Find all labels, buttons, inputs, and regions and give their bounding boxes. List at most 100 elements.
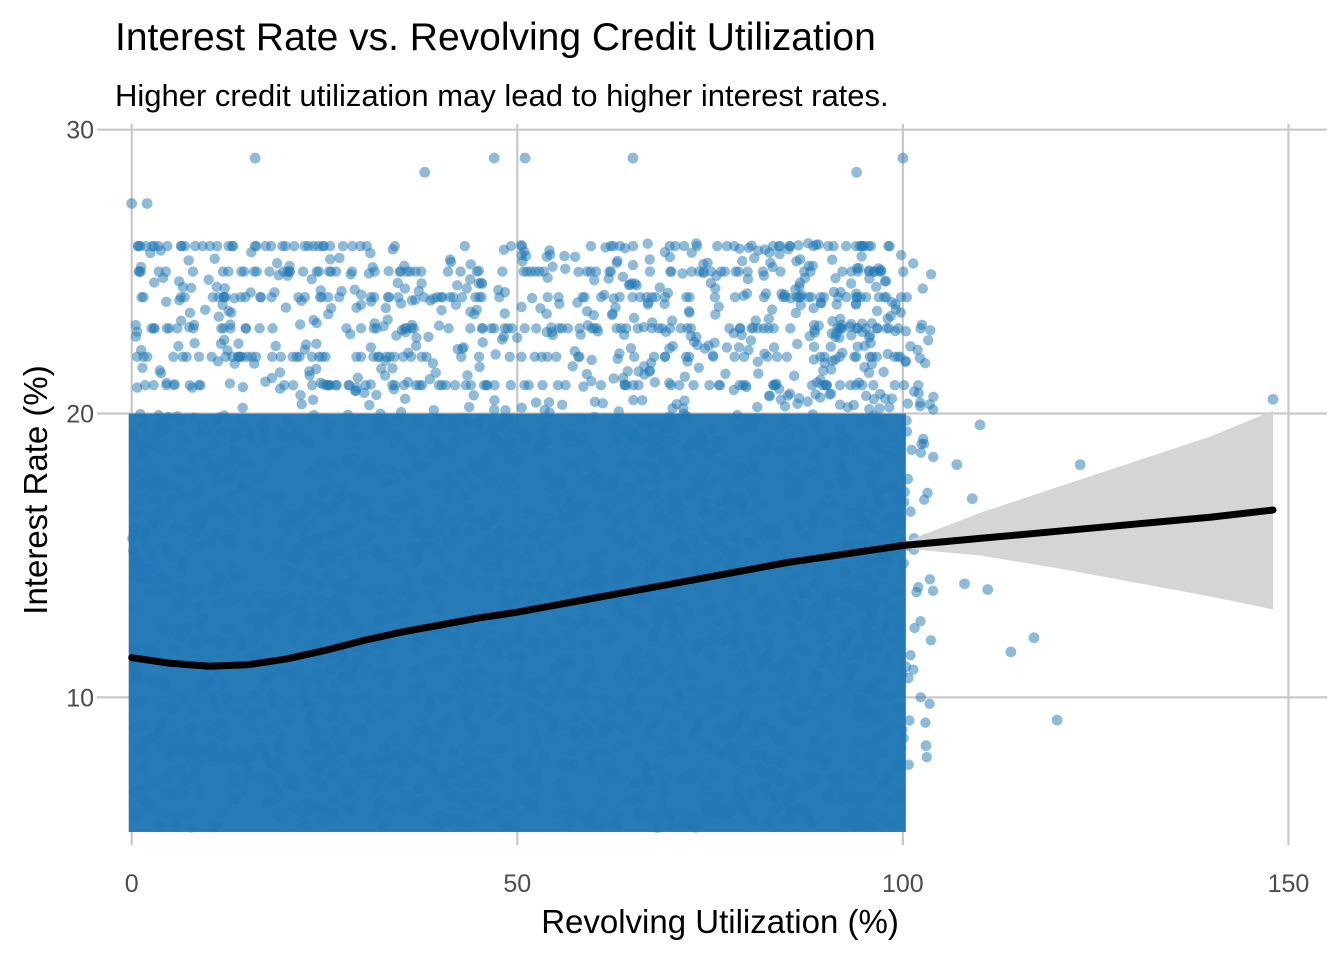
data-point — [470, 291, 481, 303]
data-point — [867, 629, 878, 640]
data-point — [372, 616, 384, 627]
data-point — [462, 754, 473, 765]
data-point — [249, 152, 261, 164]
data-point — [613, 534, 624, 545]
data-point — [882, 555, 894, 567]
data-point — [252, 500, 263, 512]
data-point — [847, 753, 859, 764]
data-point — [658, 781, 669, 792]
data-point — [132, 466, 144, 478]
data-point — [837, 642, 848, 654]
data-point — [837, 795, 848, 806]
data-point — [897, 152, 909, 164]
data-point — [509, 673, 520, 685]
data-point — [159, 714, 170, 726]
data-point — [545, 636, 556, 648]
data-point — [173, 340, 184, 352]
data-point — [854, 522, 865, 534]
data-point — [658, 789, 669, 800]
data-point — [346, 266, 358, 277]
data-point — [329, 501, 341, 513]
data-point — [837, 475, 849, 486]
data-point — [168, 642, 180, 654]
data-point — [654, 282, 666, 293]
data-point — [916, 319, 928, 331]
data-point — [710, 791, 722, 803]
data-point — [635, 660, 646, 672]
data-point — [558, 512, 569, 523]
data-point — [154, 443, 166, 454]
data-point — [197, 682, 208, 693]
data-point — [762, 437, 773, 448]
data-point — [826, 737, 838, 749]
data-point — [478, 792, 490, 804]
data-point — [327, 623, 339, 635]
data-point — [173, 276, 185, 287]
data-point — [763, 638, 774, 649]
data-point — [1074, 459, 1086, 471]
confidence-band — [131, 410, 1274, 668]
data-point — [456, 466, 468, 478]
data-point — [782, 390, 794, 401]
data-point — [630, 777, 641, 789]
data-point — [752, 401, 763, 413]
data-point — [626, 695, 637, 706]
data-point — [866, 770, 877, 781]
data-point — [507, 599, 519, 610]
data-point — [889, 431, 900, 442]
data-point — [552, 789, 563, 801]
data-point — [708, 351, 719, 362]
data-point — [505, 240, 517, 252]
data-point — [499, 308, 510, 319]
data-point — [358, 587, 370, 598]
data-point — [471, 756, 483, 767]
data-point — [726, 557, 737, 568]
data-point — [909, 622, 920, 634]
data-point — [398, 379, 410, 391]
data-point — [839, 701, 851, 712]
data-point — [889, 379, 900, 391]
data-point — [610, 302, 621, 313]
data-point — [489, 689, 501, 700]
data-point — [873, 642, 884, 654]
data-point — [725, 600, 736, 612]
data-point — [390, 750, 402, 761]
data-point — [834, 332, 845, 343]
data-point — [859, 362, 870, 373]
data-point — [656, 420, 667, 432]
data-point — [542, 291, 553, 303]
data-point — [631, 644, 643, 655]
data-point — [779, 708, 791, 720]
data-point — [326, 554, 337, 565]
data-point — [197, 240, 208, 252]
data-point — [261, 641, 272, 653]
data-point — [837, 266, 848, 277]
data-point — [442, 693, 453, 705]
data-point — [749, 252, 760, 264]
data-point — [821, 379, 832, 391]
data-point — [873, 291, 885, 303]
data-point — [666, 632, 678, 643]
data-point — [865, 240, 877, 252]
data-point — [667, 819, 679, 830]
data-point — [133, 497, 144, 508]
data-point — [383, 637, 394, 648]
data-point — [593, 743, 604, 755]
data-point — [260, 240, 271, 252]
data-point — [698, 483, 709, 494]
data-point — [248, 725, 259, 736]
data-point — [787, 746, 798, 758]
data-point — [519, 152, 531, 164]
data-point — [347, 240, 358, 252]
data-point — [379, 476, 391, 487]
data-point — [443, 516, 455, 527]
data-point — [460, 706, 472, 717]
data-point — [277, 518, 288, 530]
data-point — [128, 786, 140, 798]
data-point — [801, 701, 812, 712]
data-point — [404, 499, 415, 511]
data-point — [255, 610, 266, 621]
data-point — [300, 748, 311, 759]
data-point — [281, 594, 292, 605]
